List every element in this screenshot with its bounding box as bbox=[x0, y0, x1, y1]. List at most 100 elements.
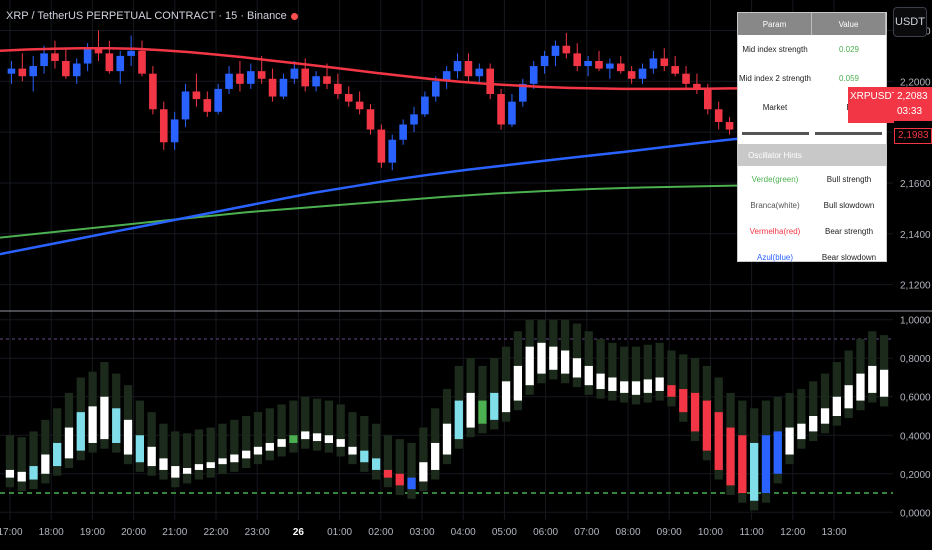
osc-bar bbox=[679, 389, 688, 413]
hint-name: Vermelha(red) bbox=[749, 226, 801, 236]
candle-body bbox=[584, 60, 592, 67]
candle-body bbox=[51, 53, 59, 61]
hint-meaning: Bear slowdown bbox=[821, 252, 877, 262]
price-pane[interactable] bbox=[0, 30, 894, 256]
time-tick-label: 17:00 bbox=[0, 527, 23, 538]
param-panel: Param Value Mid index strength 0.029 Mid… bbox=[737, 12, 887, 262]
osc-bar bbox=[490, 392, 499, 420]
oscillator-axis[interactable]: 1,0000 0,8000 0,6000 0,4000 0,2000 0,0000 bbox=[900, 316, 931, 520]
osc-bar bbox=[324, 435, 334, 443]
candle-body bbox=[627, 71, 636, 79]
price-tick-label: 2,1200 bbox=[900, 281, 931, 292]
osc-bar bbox=[690, 392, 700, 432]
hint-row: Verde(green) Bull strength bbox=[738, 166, 886, 192]
osc-bar bbox=[5, 469, 15, 478]
osc-bar bbox=[336, 439, 345, 447]
osc-bar bbox=[76, 412, 85, 451]
candle-body bbox=[290, 68, 299, 79]
osc-bar bbox=[383, 469, 393, 478]
candle-body bbox=[170, 119, 179, 143]
osc-ghost-bar bbox=[655, 342, 664, 401]
osc-bar bbox=[608, 377, 617, 391]
time-tick-label: 23:00 bbox=[245, 527, 270, 538]
osc-bar bbox=[277, 439, 286, 447]
osc-ghost-bar bbox=[147, 412, 156, 476]
osc-ghost-bar bbox=[5, 435, 15, 488]
osc-bar bbox=[147, 446, 156, 467]
candle-body bbox=[431, 81, 440, 97]
hint-meaning: Bull strength bbox=[826, 174, 872, 184]
time-tick-label: 19:00 bbox=[80, 527, 105, 538]
osc-bar bbox=[513, 365, 523, 401]
osc-ghost-bar bbox=[667, 350, 676, 407]
time-tick-label: 10:00 bbox=[698, 527, 723, 538]
osc-bar bbox=[596, 373, 605, 390]
time-tick-label: 21:00 bbox=[162, 527, 187, 538]
osc-bar bbox=[253, 446, 263, 455]
bar-countdown: 03:33 bbox=[897, 106, 923, 117]
hint-row: Azul(blue) Bear slowdown bbox=[738, 244, 886, 270]
osc-tick-label: 0,6000 bbox=[900, 393, 931, 404]
osc-bar bbox=[738, 435, 747, 494]
time-axis[interactable]: 17:00 18:00 19:00 20:00 21:00 22:00 23:00 26 01:… bbox=[0, 527, 847, 538]
candle-body bbox=[355, 101, 364, 110]
candle-body bbox=[72, 63, 81, 77]
osc-tick-label: 0,2000 bbox=[900, 470, 931, 481]
osc-ghost-bar bbox=[53, 408, 62, 476]
osc-ghost-bar bbox=[206, 427, 215, 478]
time-tick-label: 04:00 bbox=[451, 527, 476, 538]
osc-tick-label: 1,0000 bbox=[900, 316, 931, 327]
candle-body bbox=[638, 68, 647, 79]
candle-body bbox=[312, 76, 320, 87]
param-name: Market bbox=[762, 103, 788, 112]
candle-body bbox=[203, 99, 212, 112]
osc-ghost-bar bbox=[242, 416, 251, 468]
osc-ghost-bar bbox=[809, 381, 818, 442]
candle-body bbox=[562, 45, 571, 54]
time-tick-label: 18:00 bbox=[39, 527, 64, 538]
candle-body bbox=[334, 83, 342, 95]
osc-bar bbox=[620, 381, 629, 393]
param-row: Mid index 2 strength 0.059 bbox=[738, 64, 886, 93]
osc-bar bbox=[572, 358, 582, 378]
oscillator-pane[interactable] bbox=[0, 319, 893, 511]
time-tick-label: 02:00 bbox=[368, 527, 393, 538]
currency-button[interactable]: USDT bbox=[893, 7, 927, 37]
osc-bar bbox=[726, 427, 735, 486]
osc-ghost-bar bbox=[608, 342, 617, 401]
osc-bar bbox=[560, 350, 570, 374]
osc-bar bbox=[265, 442, 274, 451]
candle-body bbox=[693, 83, 701, 89]
candle-body bbox=[453, 60, 462, 72]
candle-body bbox=[225, 73, 233, 89]
osc-ghost-bar bbox=[289, 400, 298, 453]
param-row: Mid index strength 0.029 bbox=[738, 35, 886, 64]
candle-body bbox=[714, 109, 723, 122]
symbol-price-tag: XRPUSDT.P bbox=[848, 87, 906, 123]
candle-body bbox=[508, 101, 516, 125]
osc-bar bbox=[785, 427, 794, 455]
osc-bar bbox=[643, 379, 652, 393]
time-tick-label: 13:00 bbox=[821, 527, 846, 538]
osc-bar bbox=[182, 468, 192, 474]
time-tick-label: 05:00 bbox=[492, 527, 517, 538]
osc-ghost-bar bbox=[265, 408, 274, 461]
price-tick-label: 2,1600 bbox=[900, 179, 931, 190]
param-value: 0.029 bbox=[838, 45, 860, 54]
candle-body bbox=[377, 129, 386, 163]
osc-bar bbox=[371, 458, 381, 470]
candle-body bbox=[660, 58, 669, 67]
candle-body bbox=[486, 68, 494, 95]
osc-bar bbox=[135, 435, 144, 463]
osc-bar bbox=[242, 450, 251, 459]
candle-body bbox=[388, 139, 397, 163]
osc-bar bbox=[868, 365, 877, 393]
osc-bar bbox=[123, 419, 133, 455]
candle-body bbox=[94, 48, 103, 54]
candle-body bbox=[29, 66, 38, 77]
hint-meaning: Bull slowdown bbox=[823, 200, 875, 210]
osc-bar bbox=[41, 454, 50, 474]
osc-ghost-bar bbox=[832, 362, 841, 426]
chart-title: XRP / TetherUS PERPETUAL CONTRACT · 15 ·… bbox=[6, 10, 298, 22]
